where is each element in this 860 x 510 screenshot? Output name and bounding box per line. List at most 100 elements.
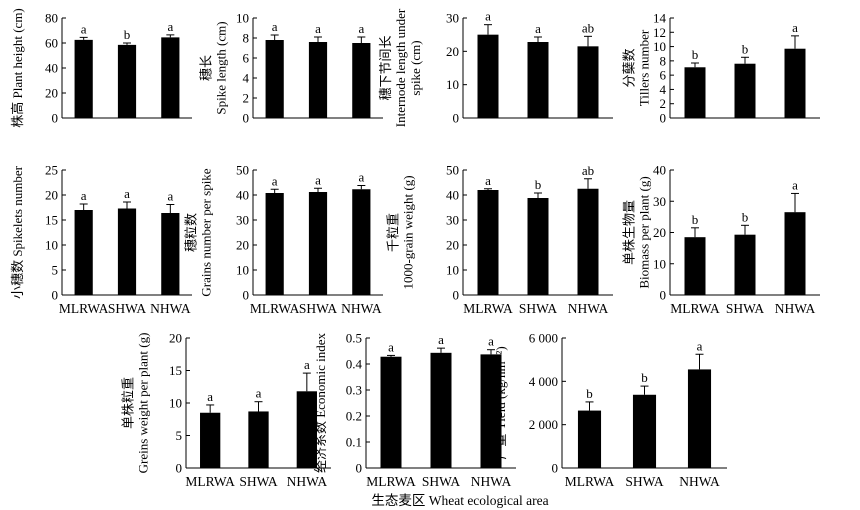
y-tick-label: 30 xyxy=(653,194,666,209)
significance-letter: a xyxy=(81,188,87,203)
y-tick-label: 0 xyxy=(356,461,363,476)
y-axis-title: 穗粒数Grains number per spike xyxy=(184,168,214,296)
y-tick-label: 4 xyxy=(660,82,667,97)
significance-letter: a xyxy=(124,186,130,201)
y-tick-label: 8 xyxy=(243,31,250,46)
bar-shwa xyxy=(248,411,269,468)
chart-panel-11: 0 2 000 4 000 6 000 b MLRWA b SHWA a NHWA 产量 Yield… xyxy=(493,331,727,489)
bar-shwa xyxy=(527,198,549,295)
y-tick-label: 0 xyxy=(52,111,59,126)
y-axis-title-line: 千粒重 xyxy=(386,213,401,252)
bar-nhwa xyxy=(161,37,180,118)
y-tick-label: 0 xyxy=(176,461,183,476)
y-axis-title-line: 株高 Plant height (cm) xyxy=(10,8,25,128)
significance-letter: a xyxy=(438,332,444,347)
significance-letter: a xyxy=(488,334,494,349)
bar-mlrwa xyxy=(477,190,499,295)
y-tick-label: 0 xyxy=(52,288,59,303)
y-tick-label: 0 xyxy=(243,111,250,126)
y-tick-label: 4 xyxy=(243,71,250,86)
y-tick-label: 20 xyxy=(446,238,459,253)
significance-letter: a xyxy=(315,21,321,36)
bar-shwa xyxy=(734,234,756,295)
y-tick-label: 8 xyxy=(660,53,667,68)
bar-mlrwa xyxy=(477,34,499,118)
y-tick-label: 6 xyxy=(243,51,250,66)
significance-letter: a xyxy=(485,173,491,188)
y-axis-title: 穗下节间长Internode length underspike (cm) xyxy=(378,8,423,127)
chart-panel-9: 0 5 10 15 20 a MLRWA a SHWA a NHWA 单株粒重Greins weigh… xyxy=(121,331,331,489)
y-axis-title-line: 穗下节间长 xyxy=(378,35,393,100)
bar-nhwa xyxy=(352,189,371,295)
y-tick-label: 30 xyxy=(446,213,459,228)
y-tick-label: 0 xyxy=(453,288,460,303)
y-tick-label: 20 xyxy=(45,86,58,101)
significance-letter: a xyxy=(535,21,541,36)
x-tick-label: MLRWA xyxy=(366,474,416,489)
bar-nhwa xyxy=(296,391,317,468)
y-tick-label: 10 xyxy=(169,396,182,411)
y-tick-label: 30 xyxy=(446,11,459,26)
y-axis-title-line: Biomass per plant (g) xyxy=(637,176,652,288)
y-tick-label: 40 xyxy=(236,188,249,203)
significance-letter: b xyxy=(742,41,749,56)
bar-shwa xyxy=(117,208,137,295)
significance-letter: a xyxy=(256,386,262,401)
chart-panel-7: 0 10 20 30 40 50 a MLRWA b SHWA ab NHWA 千粒重1000-grai… xyxy=(386,163,613,316)
bar-mlrwa xyxy=(200,412,221,468)
bar-mlrwa xyxy=(577,410,602,468)
y-tick-label: 0.3 xyxy=(346,383,362,398)
significance-letter: a xyxy=(167,19,173,34)
y-tick-label: 20 xyxy=(446,44,459,59)
y-axis-title: 单株粒重Greins weight per plant (g) xyxy=(121,333,151,474)
y-tick-label: 14 xyxy=(653,11,667,26)
y-tick-label: 5 xyxy=(176,428,183,443)
y-axis-title: 株高 Plant height (cm) xyxy=(10,8,25,128)
x-tick-label: SHWA xyxy=(108,301,147,316)
y-tick-label: 10 xyxy=(236,263,249,278)
x-tick-label: SHWA xyxy=(239,474,278,489)
y-tick-label: 40 xyxy=(653,163,666,178)
y-axis-title-line: Tillers number xyxy=(637,29,652,106)
bar-shwa xyxy=(430,352,452,468)
significance-letter: a xyxy=(207,389,213,404)
y-tick-label: 50 xyxy=(446,163,459,178)
significance-letter: a xyxy=(315,172,321,187)
bar-nhwa xyxy=(687,369,712,468)
significance-letter: a xyxy=(485,9,491,24)
y-tick-label: 15 xyxy=(169,363,182,378)
y-axis-title-line: 经济系数 Economic index xyxy=(313,332,328,473)
significance-letter: b xyxy=(692,212,699,227)
significance-letter: ab xyxy=(582,20,594,35)
y-tick-label: 20 xyxy=(45,188,58,203)
significance-letter: a xyxy=(792,177,798,192)
y-tick-label: 0.5 xyxy=(346,331,362,346)
y-axis-title-line: 穗粒数 xyxy=(184,213,199,252)
bar-nhwa xyxy=(480,354,502,468)
significance-letter: a xyxy=(358,170,364,185)
x-tick-label: NHWA xyxy=(150,301,191,316)
y-tick-label: 40 xyxy=(45,61,58,76)
x-tick-label: NHWA xyxy=(679,474,720,489)
x-tick-label: NHWA xyxy=(568,301,609,316)
y-tick-label: 0 xyxy=(660,288,667,303)
y-tick-label: 0.4 xyxy=(346,357,363,372)
y-tick-label: 0 xyxy=(243,288,250,303)
bar-mlrwa xyxy=(265,193,284,295)
y-tick-label: 0.1 xyxy=(346,435,362,450)
y-axis-title-line: spike (cm) xyxy=(408,40,423,95)
bar-nhwa xyxy=(352,43,371,118)
significance-letter: a xyxy=(272,173,278,188)
bar-nhwa xyxy=(577,46,599,119)
x-tick-label: SHWA xyxy=(299,301,338,316)
y-tick-label: 25 xyxy=(45,163,58,178)
bar-mlrwa xyxy=(74,39,93,118)
y-tick-label: 10 xyxy=(446,77,459,92)
y-tick-label: 20 xyxy=(169,331,182,346)
y-tick-label: 5 xyxy=(52,263,59,278)
y-axis-title: 穗长Spike length (cm) xyxy=(199,21,229,114)
significance-letter: b xyxy=(692,47,699,62)
y-tick-label: 10 xyxy=(236,11,249,26)
